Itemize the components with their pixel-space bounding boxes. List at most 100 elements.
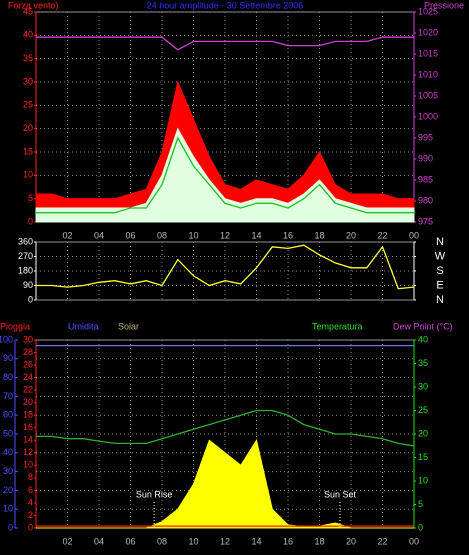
x-tick-label: 20 (346, 230, 356, 240)
y-tick-label: 0 (28, 522, 33, 532)
y-tick-label: 30 (23, 76, 33, 86)
y-tick-label: 24 (23, 372, 33, 382)
annotation: Sun Set (324, 489, 357, 499)
y3-tick-label: 60 (3, 410, 13, 420)
x-tick-label: 08 (157, 536, 167, 546)
y2-tick-label: N (436, 236, 444, 248)
y-tick-label: 0 (28, 294, 33, 304)
y-tick-label: 16 (23, 422, 33, 432)
y2-tick-label: 25 (418, 405, 428, 415)
y2-tick-label: 35 (418, 358, 428, 368)
y3-tick-label: 0 (8, 522, 13, 532)
x-tick-label: 06 (125, 230, 135, 240)
x-tick-label: 06 (125, 536, 135, 546)
x-tick-label: 22 (377, 230, 387, 240)
axis-label: Solar (118, 321, 139, 331)
y3-tick-label: 10 (3, 504, 13, 514)
x-tick-label: 00 (409, 536, 419, 546)
y-tick-label: 4 (28, 497, 33, 507)
y-tick-label: 35 (23, 53, 33, 63)
y-tick-label: 20 (23, 123, 33, 133)
y2-tick-label: 20 (418, 428, 428, 438)
series-area (36, 439, 414, 529)
y2-tick-label: 1020 (418, 27, 438, 37)
y-tick-label: 22 (23, 385, 33, 395)
y2-tick-label: 980 (418, 195, 433, 205)
y-tick-label: 8 (28, 472, 33, 482)
y-tick-label: 90 (23, 280, 33, 290)
x-tick-label: 18 (314, 230, 324, 240)
series-line (36, 36, 414, 51)
chart-title: 24 hour amplitude - 30 Settembre 2006 (147, 0, 304, 10)
y-tick-label: 12 (23, 447, 33, 457)
y-tick-label: 15 (23, 146, 33, 156)
x-tick-label: 14 (251, 536, 261, 546)
y2-tick-label: W (435, 250, 446, 262)
y2-tick-label: 1010 (418, 69, 438, 79)
series-line (36, 409, 415, 447)
y3-tick-label: 20 (3, 485, 13, 495)
series-line (36, 136, 414, 214)
y2-tick-label: 5 (418, 499, 423, 509)
y-tick-label: 0 (28, 216, 33, 226)
axis-label: Forza vento) (8, 0, 59, 10)
x-tick-label: 10 (188, 230, 198, 240)
y2-tick-label: N (436, 294, 444, 306)
x-tick-label: 08 (157, 230, 167, 240)
x-tick-label: 04 (94, 230, 104, 240)
series-area (35, 127, 415, 223)
y-tick-label: 18 (23, 410, 33, 420)
y-tick-label: 2 (28, 510, 33, 520)
x-tick-label: 16 (283, 536, 293, 546)
axis-label: Umidita (68, 321, 99, 331)
x-tick-label: 02 (62, 230, 72, 240)
axis-label: Pressione (424, 0, 464, 10)
x-tick-label: 16 (283, 230, 293, 240)
y-tick-label: 180 (18, 265, 33, 275)
x-tick-label: 20 (346, 536, 356, 546)
y-tick-label: 10 (23, 170, 33, 180)
y2-tick-label: 15 (418, 452, 428, 462)
series-line (36, 244, 415, 290)
y2-tick-label: 1005 (418, 90, 438, 100)
x-tick-label: 22 (377, 536, 387, 546)
axis-label: Pioggia (0, 321, 30, 331)
annotation: Sun Rise (136, 489, 173, 499)
y3-tick-label: 80 (3, 372, 13, 382)
y2-tick-label: 30 (418, 381, 428, 391)
x-tick-label: 04 (94, 536, 104, 546)
x-tick-label: 12 (220, 230, 230, 240)
y-tick-label: 25 (23, 100, 33, 110)
x-tick-label: 12 (220, 536, 230, 546)
y-tick-label: 45 (23, 6, 33, 16)
y-tick-label: 270 (18, 251, 33, 261)
y3-tick-label: 40 (3, 447, 13, 457)
y2-tick-label: E (436, 279, 443, 291)
y2-tick-label: 0 (418, 522, 423, 532)
x-tick-label: 10 (188, 536, 198, 546)
y2-tick-label: 1000 (418, 111, 438, 121)
y2-tick-label: S (436, 265, 443, 277)
y2-tick-label: 975 (418, 216, 433, 226)
y-tick-label: 30 (23, 334, 33, 344)
x-tick-label: 00 (409, 230, 419, 240)
y2-tick-label: 990 (418, 153, 433, 163)
x-tick-label: 02 (62, 536, 72, 546)
x-tick-label: 18 (314, 536, 324, 546)
y-tick-label: 360 (18, 236, 33, 246)
y2-tick-label: 1025 (418, 6, 438, 16)
y-tick-label: 14 (23, 435, 33, 445)
y3-tick-label: 50 (3, 428, 13, 438)
y-tick-label: 26 (23, 359, 33, 369)
y-tick-label: 5 (28, 193, 33, 203)
y2-tick-label: 1015 (418, 48, 438, 58)
y2-tick-label: 995 (418, 132, 433, 142)
y2-tick-label: 40 (418, 334, 428, 344)
axis-label: Temperatura (312, 321, 363, 331)
y3-tick-label: 30 (3, 466, 13, 476)
y-tick-label: 40 (23, 30, 33, 40)
y3-tick-label: 90 (3, 353, 13, 363)
y3-tick-label: 70 (3, 391, 13, 401)
